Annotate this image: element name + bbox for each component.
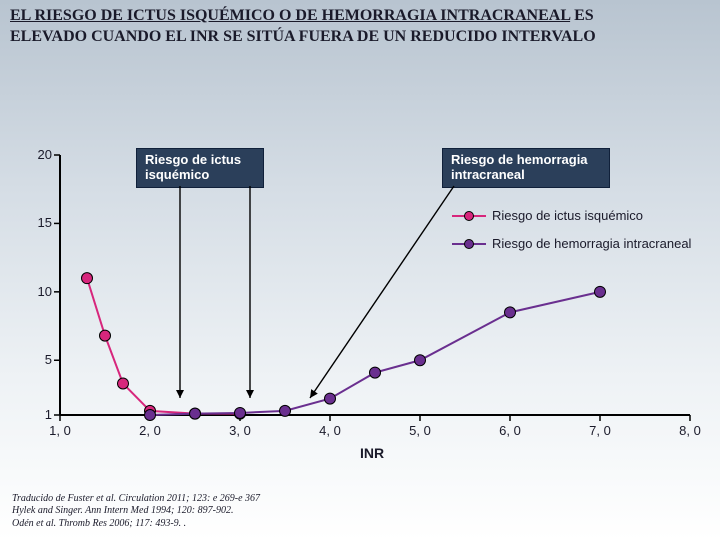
legend-swatch	[452, 243, 486, 245]
citation-line: Hylek and Singer. Ann Intern Med 1994; 1…	[12, 505, 260, 518]
x-tick-label: 7, 0	[589, 423, 611, 438]
legend-label: Riesgo de ictus isquémico	[492, 208, 643, 223]
x-tick-label: 3, 0	[229, 423, 251, 438]
y-tick-label: 20	[20, 147, 52, 162]
x-tick-label: 4, 0	[319, 423, 341, 438]
x-tick-label: 2, 0	[139, 423, 161, 438]
y-tick-label: 1	[20, 407, 52, 422]
legend-label: Riesgo de hemorragia intracraneal	[492, 236, 691, 251]
y-tick-label: 5	[20, 352, 52, 367]
y-tick-label: 10	[20, 284, 52, 299]
y-tick-label: 15	[20, 215, 52, 230]
legend-item: Riesgo de hemorragia intracraneal	[452, 236, 691, 251]
x-tick-label: 1, 0	[49, 423, 71, 438]
x-axis-label: INR	[360, 445, 384, 461]
citation: Traducido de Fuster et al. Circulation 2…	[12, 493, 260, 531]
citation-line: Traducido de Fuster et al. Circulation 2…	[12, 493, 260, 506]
citation-line: Odén et al. Thromb Res 2006; 117: 493-9.…	[12, 518, 260, 531]
x-tick-label: 5, 0	[409, 423, 431, 438]
x-tick-label: 8, 0	[679, 423, 701, 438]
legend-item: Riesgo de ictus isquémico	[452, 208, 643, 223]
legend-swatch	[452, 215, 486, 217]
x-tick-label: 6, 0	[499, 423, 521, 438]
